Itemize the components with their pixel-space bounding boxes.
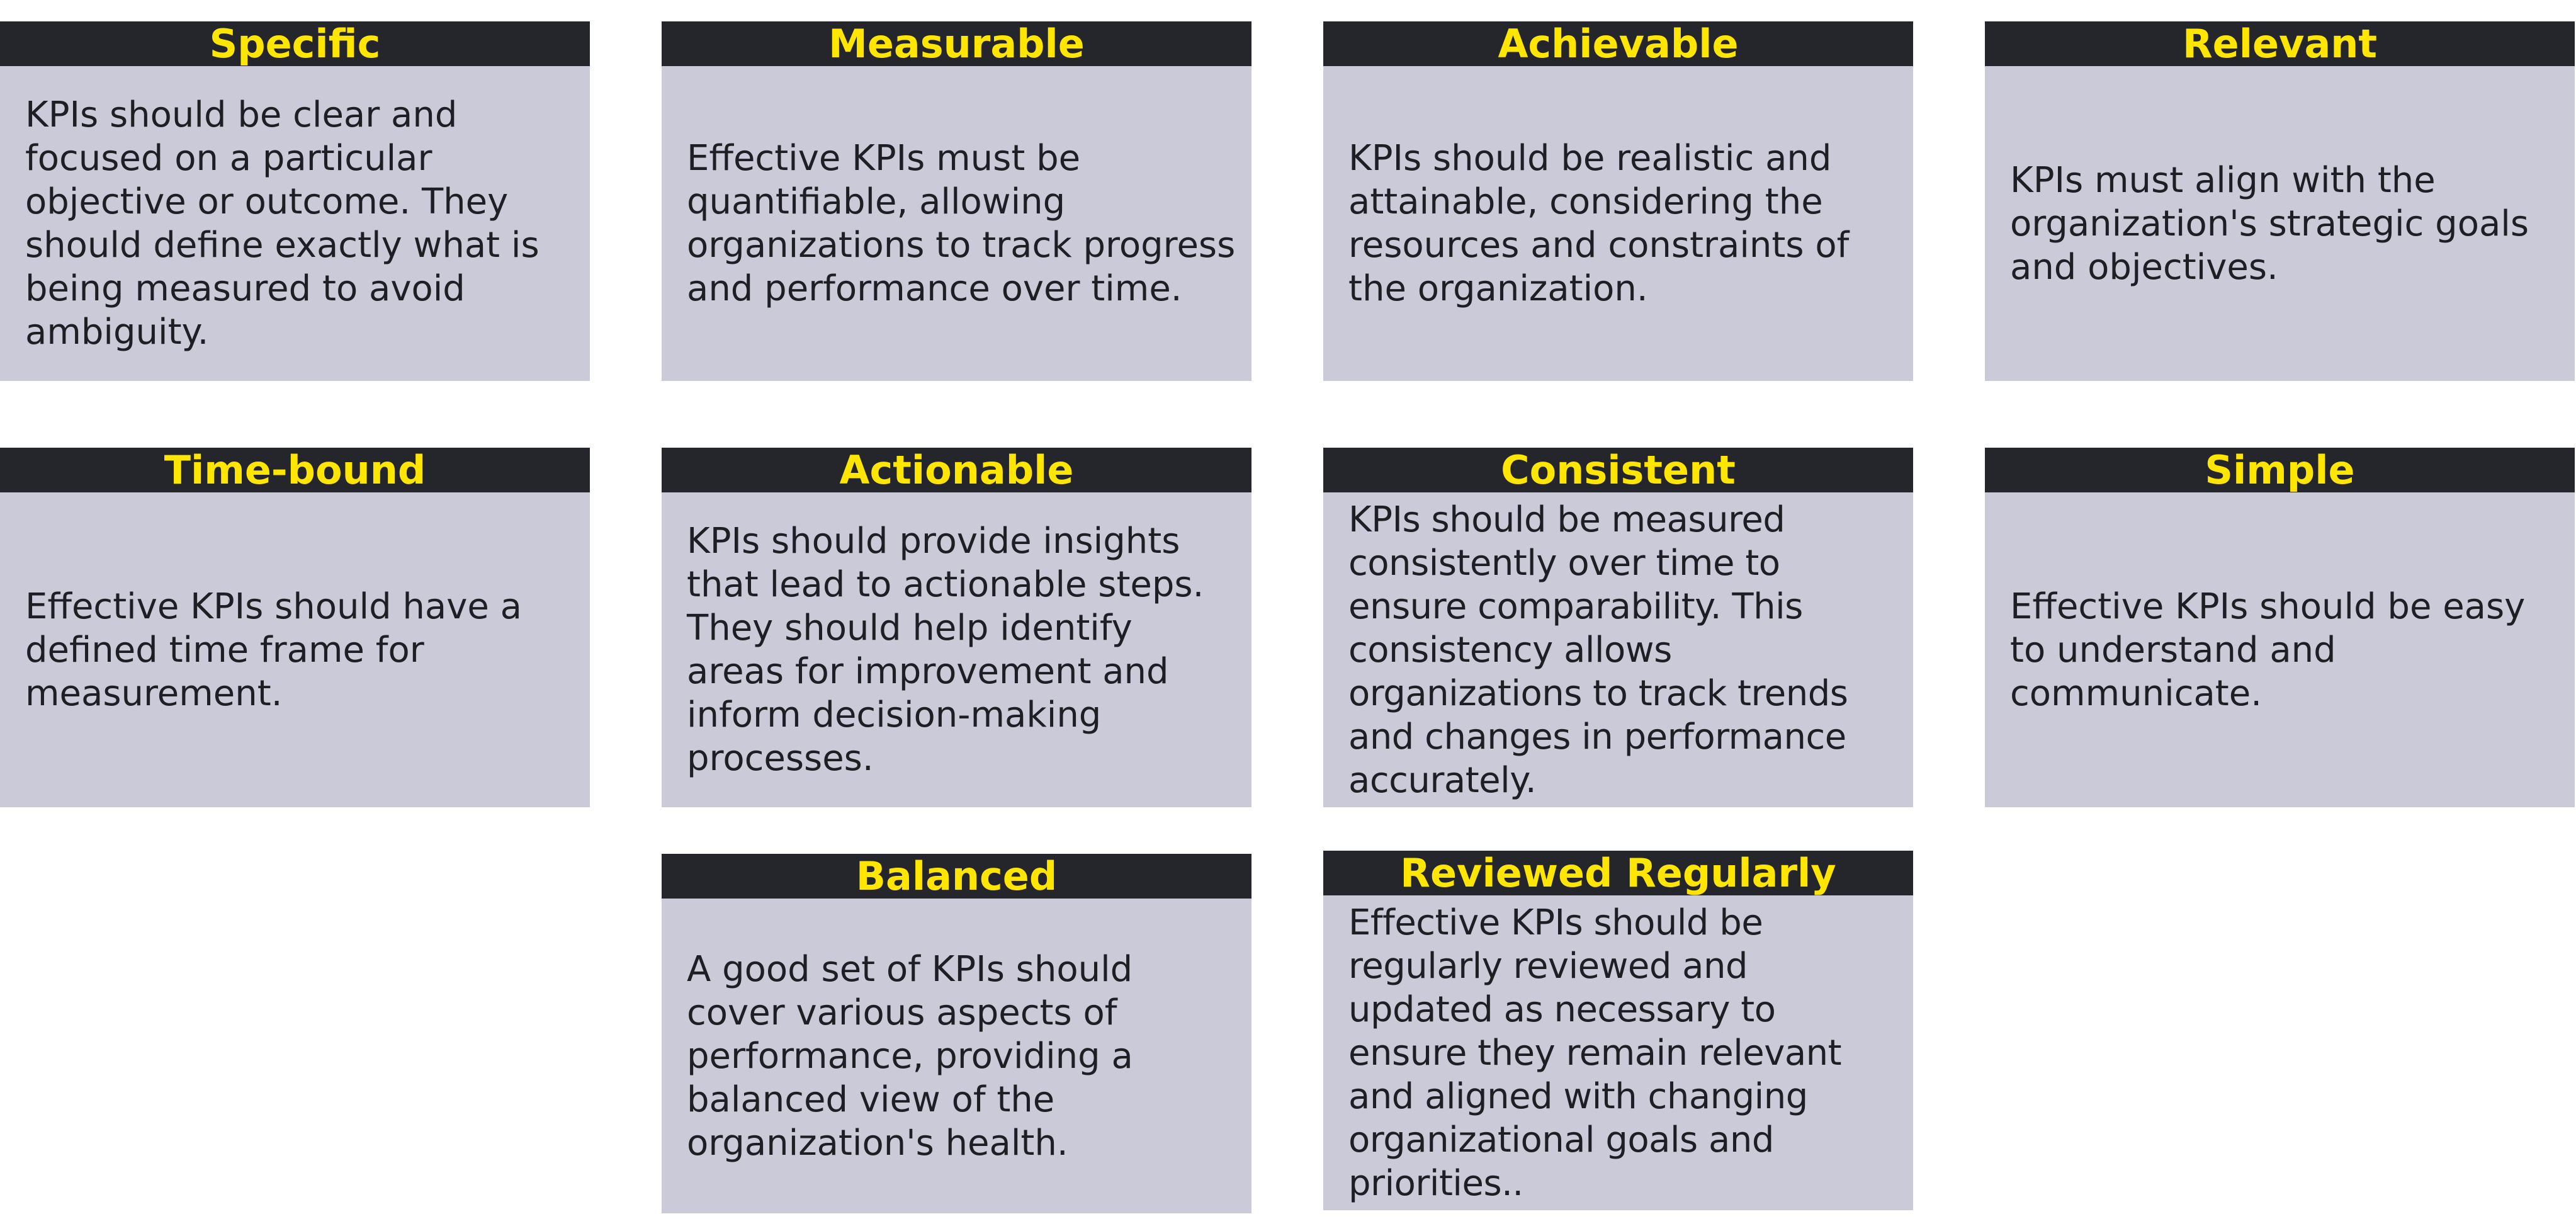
card-body: KPIs should provide insights that lead t… bbox=[662, 492, 1251, 807]
card-body: Effective KPIs should be regularly revie… bbox=[1323, 895, 1913, 1210]
card-title: Measurable bbox=[662, 21, 1251, 66]
card-body: Effective KPIs should have a defined tim… bbox=[0, 492, 590, 807]
card-title: Achievable bbox=[1323, 21, 1913, 66]
card-body: KPIs must align with the organization's … bbox=[1985, 66, 2575, 381]
card-specific: Specific KPIs should be clear and focuse… bbox=[0, 21, 590, 381]
card-body: A good set of KPIs should cover various … bbox=[662, 899, 1251, 1213]
card-title: Balanced bbox=[662, 854, 1251, 899]
card-title: Relevant bbox=[1985, 21, 2575, 66]
card-achievable: Achievable KPIs should be realistic and … bbox=[1323, 21, 1913, 381]
card-text: Effective KPIs must be quantifiable, all… bbox=[687, 138, 1236, 309]
card-body: KPIs should be measured consistently ove… bbox=[1323, 492, 1913, 807]
card-title: Time-bound bbox=[0, 448, 590, 492]
card-text: Effective KPIs should be easy to underst… bbox=[2010, 586, 2526, 714]
card-body: Effective KPIs must be quantifiable, all… bbox=[662, 66, 1251, 381]
card-text: KPIs should be realistic and attainable,… bbox=[1348, 138, 1850, 309]
card-relevant: Relevant KPIs must align with the organi… bbox=[1985, 21, 2575, 381]
card-time-bound: Time-bound Effective KPIs should have a … bbox=[0, 448, 590, 807]
card-title: Reviewed Regularly bbox=[1323, 851, 1913, 895]
card-text: Effective KPIs should have a defined tim… bbox=[25, 586, 522, 714]
card-balanced: Balanced A good set of KPIs should cover… bbox=[662, 854, 1251, 1213]
card-body: Effective KPIs should be easy to underst… bbox=[1985, 492, 2575, 807]
card-title: Actionable bbox=[662, 448, 1251, 492]
card-body: KPIs should be realistic and attainable,… bbox=[1323, 66, 1913, 381]
card-actionable: Actionable KPIs should provide insights … bbox=[662, 448, 1251, 807]
card-consistent: Consistent KPIs should be measured consi… bbox=[1323, 448, 1913, 807]
card-simple: Simple Effective KPIs should be easy to … bbox=[1985, 448, 2575, 807]
card-title: Specific bbox=[0, 21, 590, 66]
card-reviewed-regularly: Reviewed Regularly Effective KPIs should… bbox=[1323, 851, 1913, 1210]
card-text: KPIs must align with the organization's … bbox=[2010, 159, 2529, 288]
card-measurable: Measurable Effective KPIs must be quanti… bbox=[662, 21, 1251, 381]
card-title: Simple bbox=[1985, 448, 2575, 492]
card-text: Effective KPIs should be regularly revie… bbox=[1348, 902, 1842, 1204]
card-text: KPIs should provide insights that lead t… bbox=[687, 521, 1204, 779]
card-title: Consistent bbox=[1323, 448, 1913, 492]
card-body: KPIs should be clear and focused on a pa… bbox=[0, 66, 590, 381]
card-text: KPIs should be clear and focused on a pa… bbox=[25, 94, 539, 353]
card-text: A good set of KPIs should cover various … bbox=[687, 948, 1133, 1164]
card-text: KPIs should be measured consistently ove… bbox=[1348, 499, 1848, 801]
